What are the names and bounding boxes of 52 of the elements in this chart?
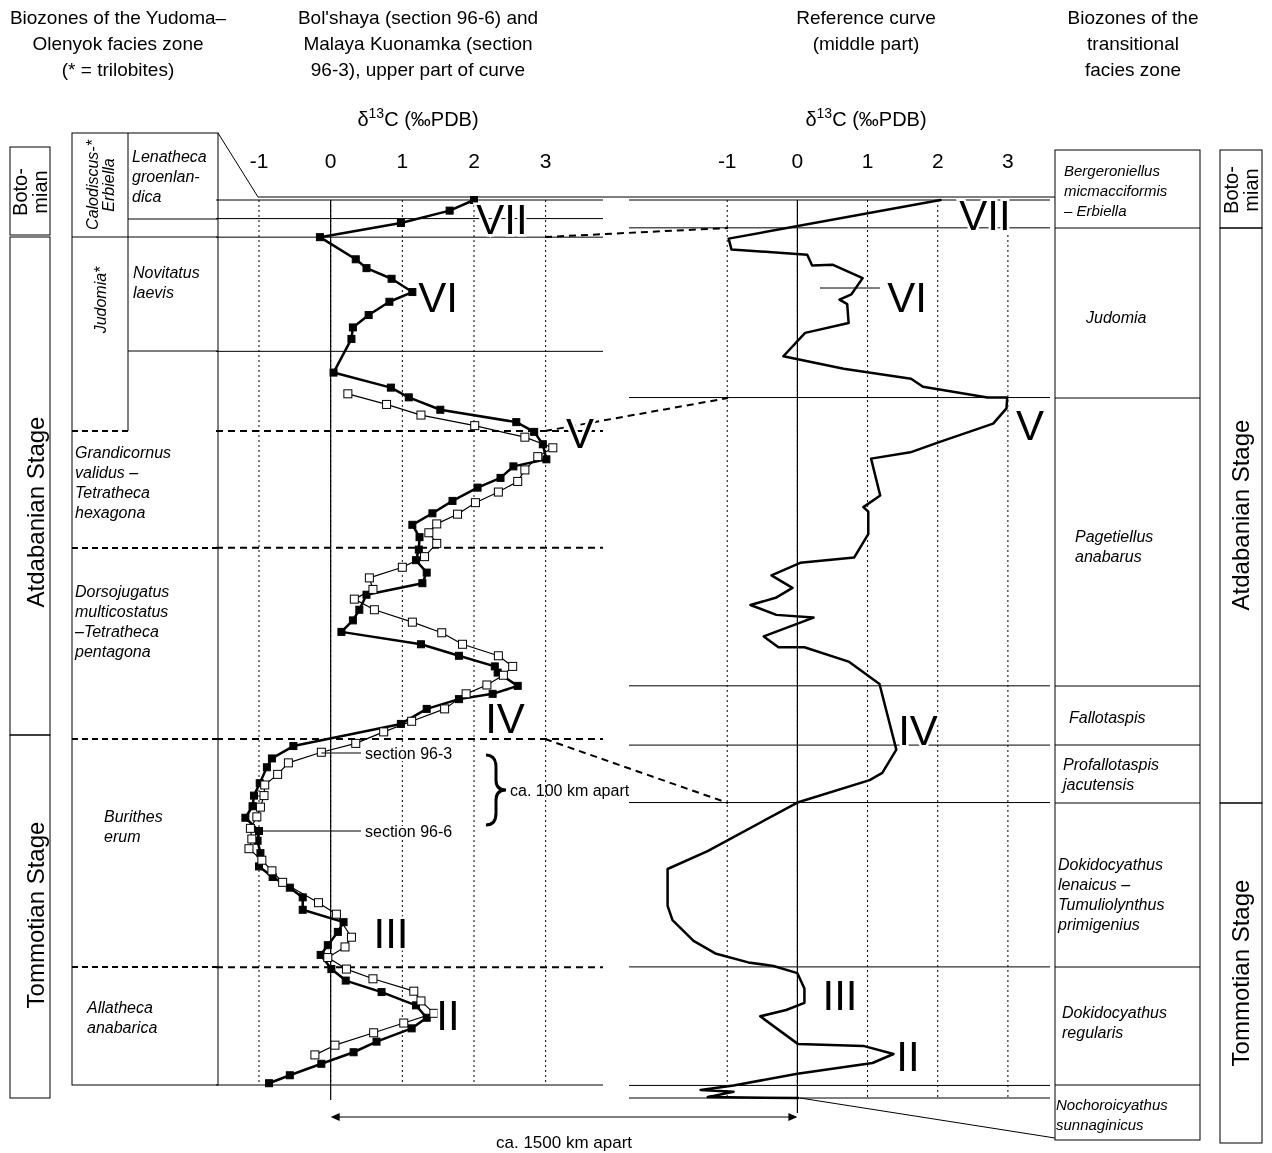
- annotation: IV: [898, 707, 938, 754]
- text: Atdabanian Stage: [1227, 419, 1255, 611]
- text: Profallotaspis jacutensis: [1061, 756, 1160, 793]
- text: Bergeroniellus micmacciformis – Erbiella: [1063, 162, 1168, 219]
- chart-title: Bol'shaya (section 96-6) and Malaya Kuonamka (section 96-3), upper part of curve: [297, 7, 539, 80]
- x-axis-title: δ$^{13}$C (‰PDB): [357, 105, 479, 130]
- text: Atdabanian Stage: [22, 416, 50, 608]
- x-tick-label: -1: [249, 149, 269, 172]
- x-tick-label: -1: [717, 149, 737, 172]
- x-tick-label: 3: [539, 149, 552, 172]
- text: ca. 1500 km apart: [495, 1133, 633, 1152]
- text: Biozones of the Yudoma– Olenyok facies zone (* = trilobites): [9, 7, 227, 80]
- text: Grandicornus validus – Tetratheca hexagona: [75, 444, 172, 521]
- x-tick-label: 3: [1002, 149, 1014, 172]
- x-tick-label: 2: [931, 149, 944, 172]
- text: Tommotian Stage: [22, 821, 50, 1009]
- annotation: II: [436, 992, 460, 1039]
- chart-title: Reference curve (middle part): [796, 7, 936, 54]
- text: Lenatheca groenlan- dica: [132, 148, 207, 205]
- annotation: IV: [485, 695, 525, 742]
- legend-label: section 96-3: [365, 745, 453, 762]
- text: Dorsojugatus multicostatus –Tetratheca pentagona: [74, 583, 170, 660]
- annotation: VII: [959, 192, 1011, 239]
- x-tick-label: 0: [324, 149, 337, 172]
- x-tick-label: 1: [861, 149, 874, 172]
- text: Dokidocyathus regularis: [1062, 1004, 1167, 1041]
- text: Calodiscus-* Erbiella: [83, 139, 117, 230]
- annotation: III: [822, 972, 858, 1019]
- text: Judomia: [1085, 309, 1147, 326]
- text: Tommotian Stage: [1227, 879, 1255, 1067]
- annotation: III: [373, 910, 409, 957]
- text: Novitatus laevis: [133, 264, 200, 301]
- text: Burithes erum: [104, 808, 163, 845]
- text: Boto- mian: [9, 168, 51, 216]
- annotation: VI: [887, 274, 927, 321]
- x-axis-title: δ$^{13}$C (‰PDB): [805, 105, 927, 130]
- x-tick-label: 1: [396, 149, 409, 172]
- annotation: II: [896, 1033, 920, 1080]
- x-tick-label: 0: [791, 149, 804, 172]
- text: Judomia*: [91, 265, 109, 335]
- text: Dokidocyathus lenaicus – Tumuliolynthus primigenius: [1057, 856, 1165, 933]
- text: Fallotaspis: [1069, 709, 1146, 726]
- text: Biozones of the transitional facies zone: [1067, 7, 1199, 80]
- text: Boto- mian: [1220, 166, 1262, 214]
- text: Allatheca anabarica: [86, 999, 158, 1036]
- text: Nochoroicyathus sunnaginicus: [1056, 1096, 1169, 1133]
- annotation: V: [1015, 402, 1045, 449]
- annotation: VI: [418, 274, 458, 321]
- text: section 96-6: [365, 823, 453, 840]
- annotation: ca. 100 km apart: [510, 782, 630, 799]
- text: Pagetiellus anabarus: [1075, 528, 1154, 565]
- x-tick-label: 2: [468, 149, 480, 172]
